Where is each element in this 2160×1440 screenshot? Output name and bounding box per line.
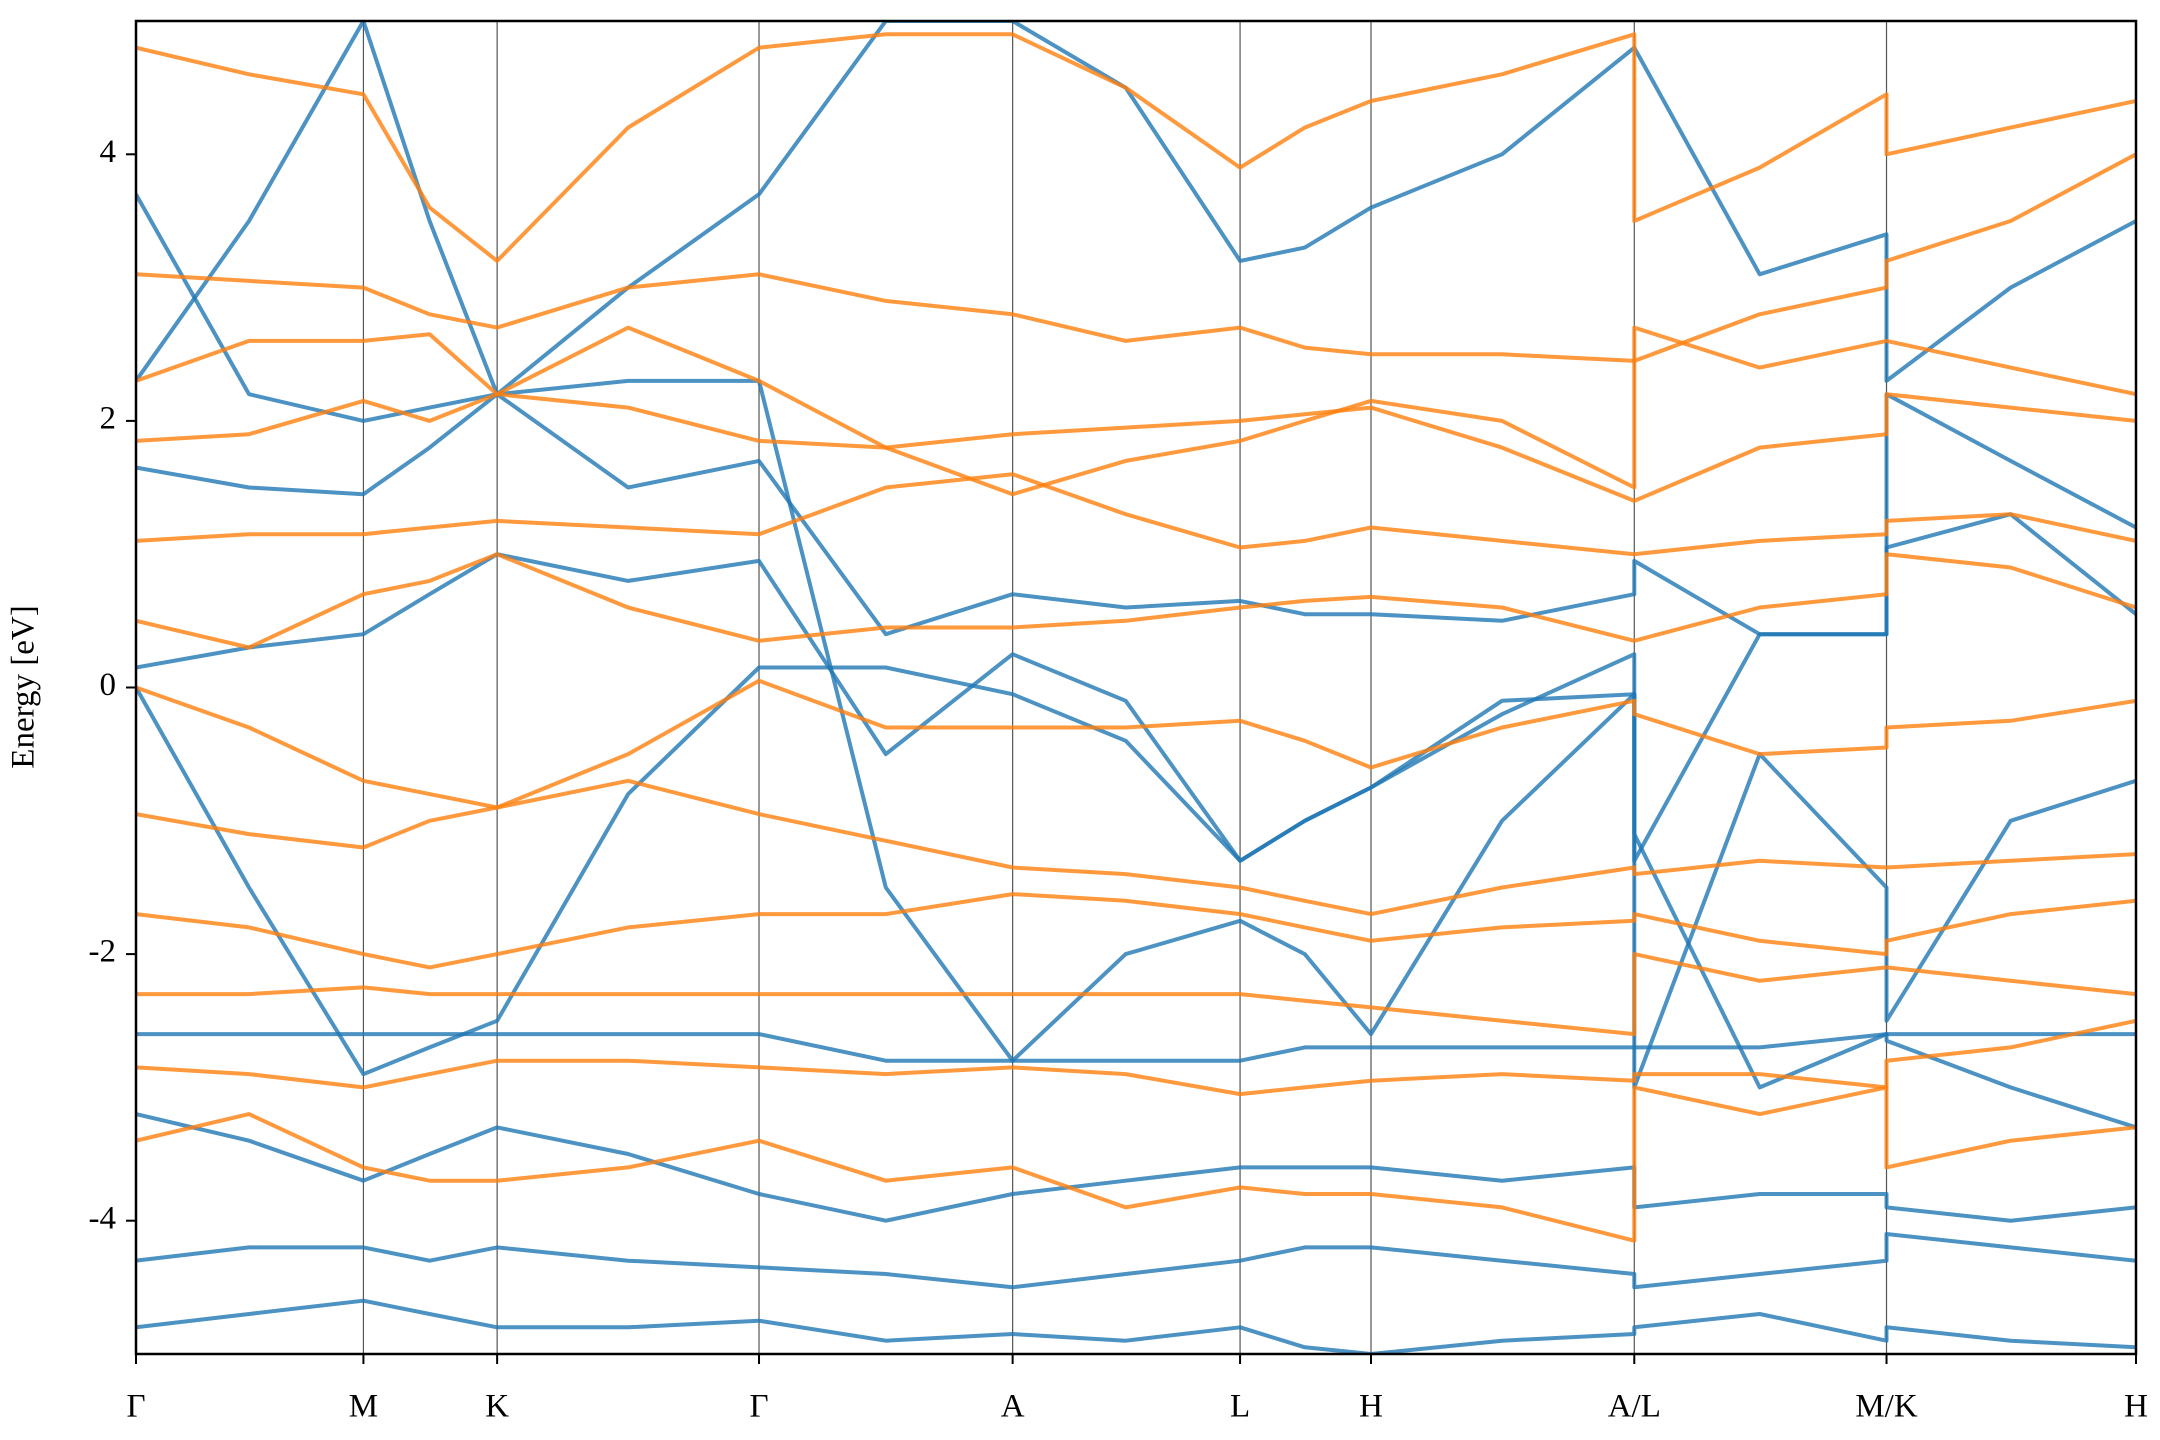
band-line bbox=[136, 21, 2136, 397]
band-line bbox=[136, 552, 2136, 650]
grid bbox=[135, 21, 2137, 1354]
band-line bbox=[136, 512, 2136, 863]
band-line bbox=[136, 472, 2136, 557]
band-line bbox=[136, 193, 2136, 637]
x-tick-label: Γ bbox=[749, 1389, 768, 1425]
band-line bbox=[136, 378, 2136, 1130]
band-line bbox=[136, 1112, 2136, 1223]
band-line bbox=[136, 152, 2136, 363]
y-tick-label: 2 bbox=[100, 400, 117, 436]
band-line bbox=[136, 1018, 2136, 1097]
x-tick-label: Γ bbox=[126, 1389, 145, 1425]
band-line bbox=[136, 325, 2136, 497]
band-line bbox=[136, 892, 2136, 970]
x-tick-label: A bbox=[1001, 1389, 1025, 1425]
band-line bbox=[136, 952, 2136, 1037]
band-line bbox=[136, 665, 2136, 1090]
bands bbox=[136, 21, 2136, 1354]
band-line bbox=[136, 1232, 2136, 1290]
x-tick-label: M bbox=[349, 1389, 378, 1425]
x-tick-label: L bbox=[1230, 1389, 1250, 1425]
band-line bbox=[136, 778, 2136, 917]
y-axis-label: Energy [eV] bbox=[6, 605, 42, 768]
band-line bbox=[136, 678, 2136, 810]
x-tick-label: A/L bbox=[1608, 1389, 1661, 1425]
plot-frame bbox=[134, 19, 2138, 1356]
band-line bbox=[136, 1085, 2136, 1243]
x-tick-label: H bbox=[1359, 1389, 1383, 1425]
x-tick-label: H bbox=[2124, 1389, 2148, 1425]
y-tick-label: -4 bbox=[89, 1200, 117, 1236]
y-tick-label: 4 bbox=[100, 134, 117, 170]
x-tick-label: K bbox=[485, 1389, 509, 1425]
band-line bbox=[136, 1032, 2136, 1063]
band-line bbox=[136, 32, 2136, 263]
band-line bbox=[136, 1298, 2136, 1354]
x-tick-label: M/K bbox=[1855, 1389, 1918, 1425]
y-tick-label: -2 bbox=[89, 934, 117, 970]
axes: Γ M K Γ A L H A/L M/K H -4 -2 0 2 4 bbox=[89, 134, 2148, 1425]
band-line bbox=[136, 392, 2136, 503]
y-tick-label: 0 bbox=[100, 667, 117, 703]
